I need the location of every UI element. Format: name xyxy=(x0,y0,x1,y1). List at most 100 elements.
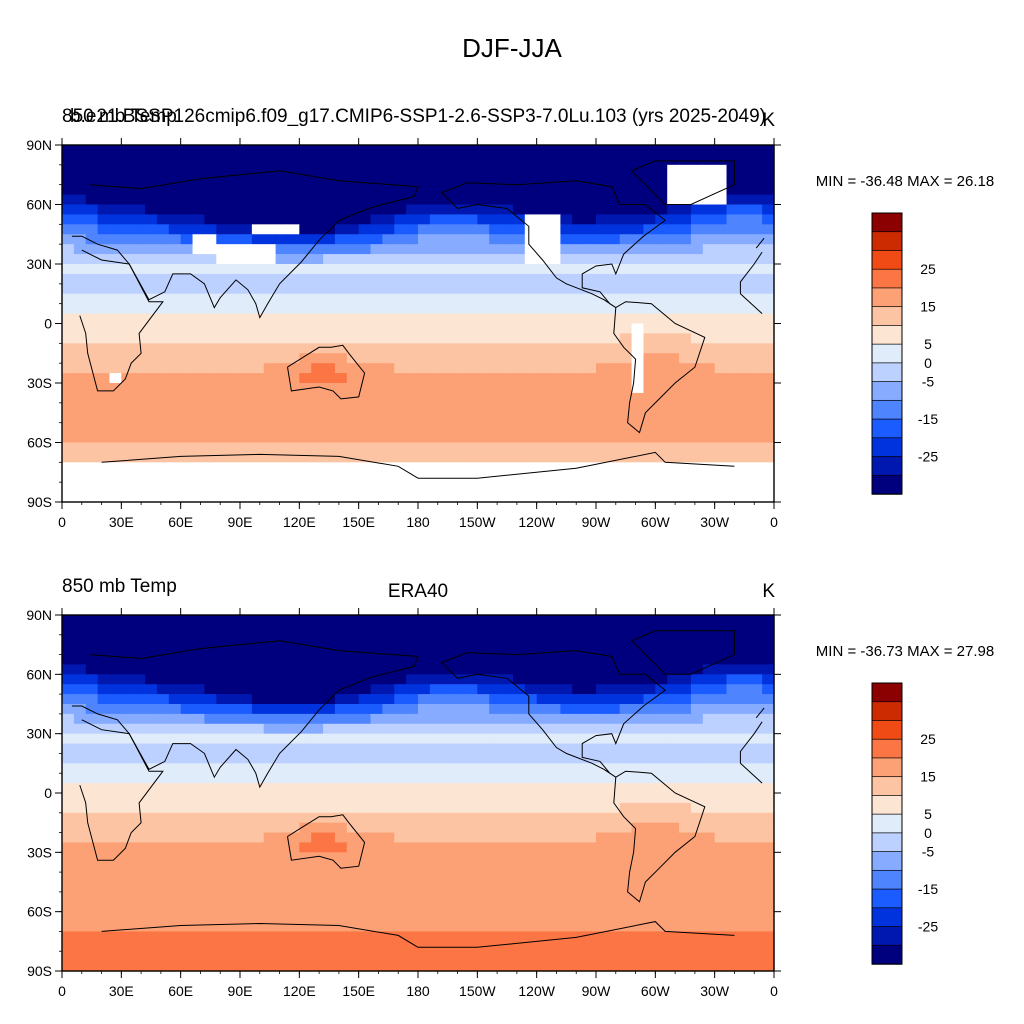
field-cell xyxy=(145,723,158,735)
field-cell xyxy=(275,753,289,764)
field-cell xyxy=(572,164,585,176)
field-cell xyxy=(655,852,668,863)
field-cell xyxy=(299,723,312,735)
field-cell xyxy=(85,164,99,176)
field-cell xyxy=(619,654,633,666)
field-cell xyxy=(619,254,633,265)
field-cell xyxy=(655,713,668,725)
field-cell xyxy=(560,872,573,883)
field-cell xyxy=(560,624,573,636)
field-cell xyxy=(275,492,289,503)
field-cell xyxy=(216,911,229,923)
field-cell xyxy=(524,244,538,255)
field-cell xyxy=(228,961,241,972)
field-cell xyxy=(596,684,609,695)
lon-tick-label: 120E xyxy=(283,514,316,530)
field-cell xyxy=(453,154,467,166)
field-cell xyxy=(690,753,704,764)
field-cell xyxy=(382,164,395,176)
field-cell xyxy=(334,753,348,764)
field-cell xyxy=(667,452,680,463)
field-cell xyxy=(726,802,739,814)
field-cell xyxy=(619,293,633,305)
colorbar-swatch xyxy=(871,738,903,759)
field-cell xyxy=(62,164,75,176)
field-cell xyxy=(406,244,419,255)
field-cell xyxy=(418,832,431,844)
field-cell xyxy=(453,713,467,725)
field-cell xyxy=(370,145,383,156)
field-cell xyxy=(536,624,550,636)
field-cell xyxy=(263,882,277,893)
field-cell xyxy=(216,723,229,735)
field-cell xyxy=(311,472,324,483)
field-cell xyxy=(263,872,277,883)
field-cell xyxy=(631,615,645,626)
field-cell xyxy=(596,793,609,804)
field-cell xyxy=(679,392,692,404)
field-cell xyxy=(477,363,490,374)
field-cell xyxy=(240,624,253,636)
field-cell xyxy=(643,164,656,176)
field-cell xyxy=(750,472,763,483)
field-cell xyxy=(702,891,716,903)
field-cell xyxy=(619,164,633,176)
field-cell xyxy=(489,872,502,883)
field-cell xyxy=(524,264,538,275)
field-cell xyxy=(702,644,716,656)
field-cell xyxy=(679,763,692,774)
field-cell xyxy=(121,293,134,305)
field-cell xyxy=(453,244,467,255)
field-cell xyxy=(418,694,431,705)
field-cell xyxy=(489,793,502,804)
field-cell xyxy=(477,882,490,893)
field-cell xyxy=(85,872,99,883)
field-cell xyxy=(572,412,585,424)
field-cell xyxy=(97,244,111,255)
field-cell xyxy=(263,343,277,354)
field-cell xyxy=(299,343,312,354)
field-cell xyxy=(477,664,490,675)
field-cell xyxy=(145,194,158,206)
field-cell xyxy=(501,931,514,942)
field-cell xyxy=(287,644,300,656)
field-cell xyxy=(429,802,443,814)
field-cell xyxy=(192,462,205,473)
field-cell xyxy=(572,872,585,883)
field-cell xyxy=(382,303,395,315)
field-cell xyxy=(346,422,360,434)
field-cell xyxy=(441,174,455,186)
field-cell xyxy=(619,812,633,824)
field-cell xyxy=(631,812,645,824)
field-cell xyxy=(690,472,704,483)
field-cell xyxy=(548,615,561,626)
field-cell xyxy=(596,383,609,394)
field-cell xyxy=(382,921,395,933)
field-cell xyxy=(370,723,383,735)
field-cell xyxy=(394,951,407,962)
field-cell xyxy=(679,412,692,424)
field-cell xyxy=(192,961,205,972)
field-cell xyxy=(607,624,621,636)
field-cell xyxy=(536,882,550,893)
field-cell xyxy=(382,852,395,863)
field-cell xyxy=(702,204,716,216)
field-cell xyxy=(85,442,99,454)
field-cell xyxy=(370,694,383,705)
field-cell xyxy=(251,234,265,245)
field-cell xyxy=(156,244,170,255)
field-cell xyxy=(548,234,561,245)
lon-tick-label: 90W xyxy=(582,983,612,999)
field-cell xyxy=(370,634,383,646)
field-cell xyxy=(370,783,383,794)
field-cell xyxy=(251,452,265,463)
field-cell xyxy=(323,783,336,794)
field-cell xyxy=(275,615,289,626)
field-cell xyxy=(334,244,348,255)
field-cell xyxy=(631,313,645,325)
field-cell xyxy=(121,654,134,666)
field-cell xyxy=(168,783,182,794)
field-cell xyxy=(406,234,419,245)
field-cell xyxy=(406,392,419,404)
field-cell xyxy=(97,145,111,156)
